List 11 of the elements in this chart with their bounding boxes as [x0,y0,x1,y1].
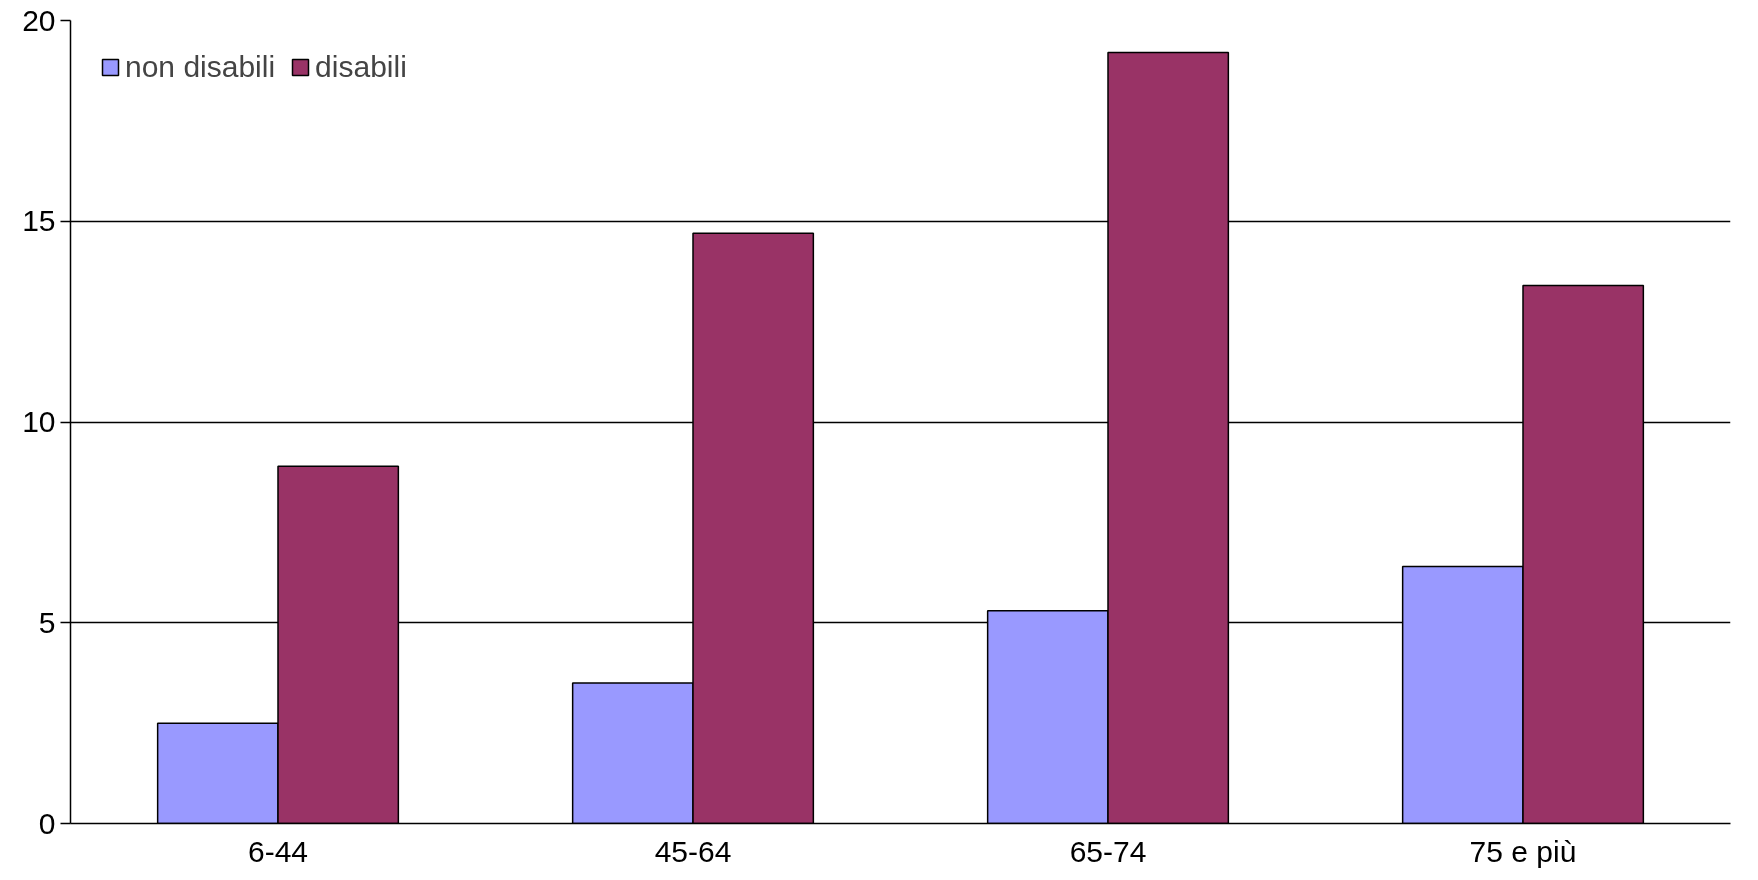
y-tick-label: 5 [38,605,56,639]
y-tick-label: 10 [22,405,56,438]
legend-label: disabili [315,50,407,84]
y-tick-label: 15 [22,204,56,238]
x-tick-label: 65-74 [1069,834,1147,868]
legend-label: non disabili [125,50,276,84]
x-tick-label: 75 e più [1469,834,1577,868]
y-tick-label: 20 [22,3,56,37]
x-tick-label: 6-44 [247,834,309,868]
y-tick-label: 0 [38,806,56,840]
x-tick-label: 45-64 [654,834,732,868]
